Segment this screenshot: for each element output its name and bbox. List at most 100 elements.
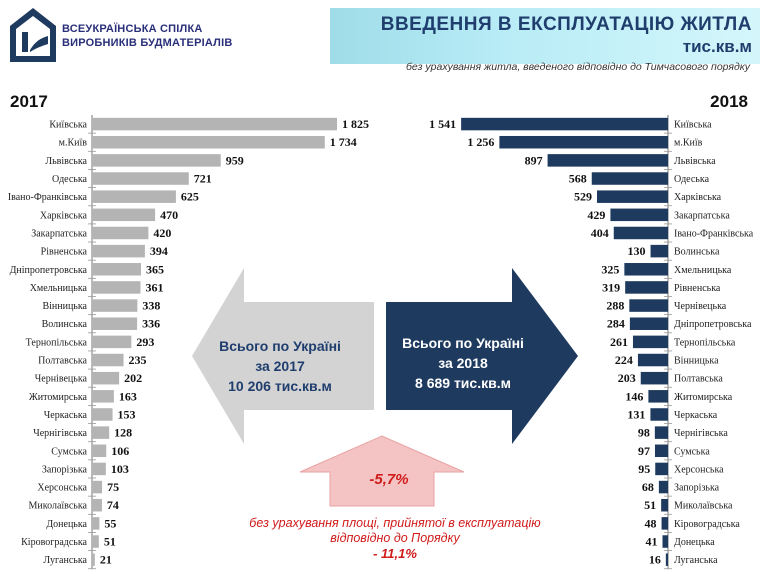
chart-2018: Київська 1 541 м.Київ 1 256 Львівська 897 Одес…: [429, 115, 754, 570]
value-label-2018-24: 16: [649, 553, 661, 567]
value-label-2018-8: 325: [601, 262, 619, 276]
value-label-2018-23: 41: [645, 535, 657, 549]
value-label-2018-12: 261: [610, 335, 628, 349]
value-label-2018-13: 224: [615, 353, 633, 367]
bar-2018-19: [655, 462, 668, 476]
bar-2017-24: [92, 553, 95, 566]
category-label-2017-2: Львівська: [45, 156, 87, 167]
footnote-value: - 11,1%: [373, 546, 417, 561]
value-label-2018-2: 897: [525, 153, 543, 167]
category-label-2018-4: Харківська: [674, 192, 722, 203]
category-label-2018-8: Хмельницька: [674, 265, 732, 276]
value-label-2018-4: 529: [574, 190, 592, 204]
footnote-line2: відповідно до Порядку: [330, 531, 460, 545]
value-label-2017-2: 959: [226, 153, 244, 167]
value-label-2017-16: 153: [118, 407, 136, 421]
bar-2018-20: [658, 480, 668, 494]
bar-2018-15: [648, 390, 668, 403]
org-name-line1: ВСЕУКРАЇНСЬКА СПІЛКА: [62, 23, 203, 35]
category-label-2017-8: Дніпропетровська: [10, 265, 88, 276]
bar-2017-19: [92, 462, 106, 476]
bar-2018-6: [613, 226, 668, 240]
category-label-2018-19: Херсонська: [674, 464, 724, 475]
value-label-2018-16: 131: [627, 407, 645, 421]
bar-2017-16: [92, 408, 113, 421]
page-title: ВВЕДЕННЯ В ЕКСПЛУАТАЦІЮ ЖИТЛА: [380, 14, 752, 35]
value-label-2018-3: 568: [569, 172, 587, 186]
value-label-2017-23: 51: [104, 535, 116, 549]
category-label-2018-23: Донецька: [674, 537, 715, 548]
category-label-2017-11: Волинська: [42, 319, 88, 330]
value-label-2017-13: 235: [129, 353, 147, 367]
year-2018-label: 2018: [710, 92, 748, 111]
total-2018-line3: 8 689 тис.кв.м: [415, 375, 511, 391]
category-label-2018-2: Львівська: [674, 156, 716, 167]
category-label-2018-5: Закарпатська: [674, 210, 730, 221]
bar-2017-14: [92, 371, 120, 385]
bar-2017-15: [92, 390, 114, 403]
category-label-2018-3: Одеська: [674, 174, 710, 185]
category-label-2018-0: Київська: [674, 120, 712, 131]
category-label-2017-24: Луганська: [43, 555, 87, 566]
bar-2017-11: [92, 317, 138, 330]
category-label-2017-4: Івано-Франківська: [8, 192, 88, 203]
org-name-line2: ВИРОБНИКІВ БУДМАТЕРІАЛІВ: [62, 37, 233, 49]
bar-2017-2: [92, 154, 221, 167]
category-label-2017-3: Одеська: [52, 174, 88, 185]
category-label-2018-1: м.Київ: [674, 138, 703, 149]
value-label-2017-21: 74: [107, 498, 119, 512]
category-label-2017-15: Житомирська: [29, 392, 88, 403]
bar-2018-12: [632, 335, 668, 349]
total-2017-line2: за 2017: [255, 358, 305, 374]
bar-2018-0: [461, 117, 668, 131]
bar-2018-24: [665, 553, 668, 566]
value-label-2017-10: 338: [142, 299, 160, 313]
value-label-2017-4: 625: [181, 190, 199, 204]
value-label-2017-20: 75: [107, 480, 119, 494]
org-logo: [10, 8, 56, 62]
bar-2017-10: [92, 299, 138, 312]
bar-2018-22: [661, 517, 668, 530]
bar-2017-4: [92, 190, 176, 203]
bar-2017-1: [92, 135, 325, 149]
category-label-2018-20: Запорізька: [674, 483, 720, 494]
total-2018-line2: за 2018: [438, 355, 488, 371]
bar-2018-23: [662, 535, 668, 548]
value-label-2017-12: 293: [136, 335, 154, 349]
bar-2018-13: [637, 353, 668, 367]
bar-2018-4: [596, 190, 668, 203]
value-label-2017-5: 470: [160, 208, 178, 222]
bar-2017-22: [92, 517, 100, 530]
total-2017-box: Всього по Україні за 2017 10 206 тис.кв.…: [210, 336, 350, 396]
total-2018-box: Всього по Україні за 2018 8 689 тис.кв.м: [388, 333, 538, 393]
bar-2017-7: [92, 244, 145, 258]
bar-2018-5: [610, 208, 668, 222]
value-label-2018-20: 68: [642, 480, 654, 494]
category-label-2017-9: Хмельницька: [30, 283, 88, 294]
bar-2018-2: [547, 154, 668, 167]
category-label-2017-12: Тернопільська: [26, 337, 88, 348]
bar-2018-17: [654, 426, 668, 439]
value-label-2017-0: 1 825: [342, 117, 369, 131]
category-label-2017-7: Рівненська: [41, 247, 88, 258]
bar-2018-10: [629, 299, 668, 312]
value-label-2018-19: 95: [638, 462, 650, 476]
arrow-2018-shape: [386, 268, 578, 444]
bar-2017-23: [92, 535, 99, 548]
bar-2018-3: [591, 172, 668, 185]
value-label-2017-7: 394: [150, 244, 168, 258]
total-2017-line3: 10 206 тис.кв.м: [228, 378, 332, 394]
total-2018-line1: Всього по Україні: [402, 335, 524, 351]
bar-2018-16: [650, 408, 668, 421]
footnote: без урахування площі, прийнятої в експлу…: [220, 516, 570, 561]
value-label-2017-8: 365: [146, 262, 164, 276]
bar-2017-20: [92, 480, 103, 494]
bar-2017-5: [92, 208, 156, 222]
category-label-2018-6: Івано-Франківська: [674, 228, 754, 239]
bar-2018-9: [625, 281, 668, 294]
bar-2018-11: [629, 317, 668, 330]
category-label-2017-16: Черкаська: [44, 410, 88, 421]
value-label-2017-24: 21: [100, 553, 112, 567]
value-label-2017-15: 163: [119, 389, 137, 403]
value-label-2018-6: 404: [591, 226, 609, 240]
